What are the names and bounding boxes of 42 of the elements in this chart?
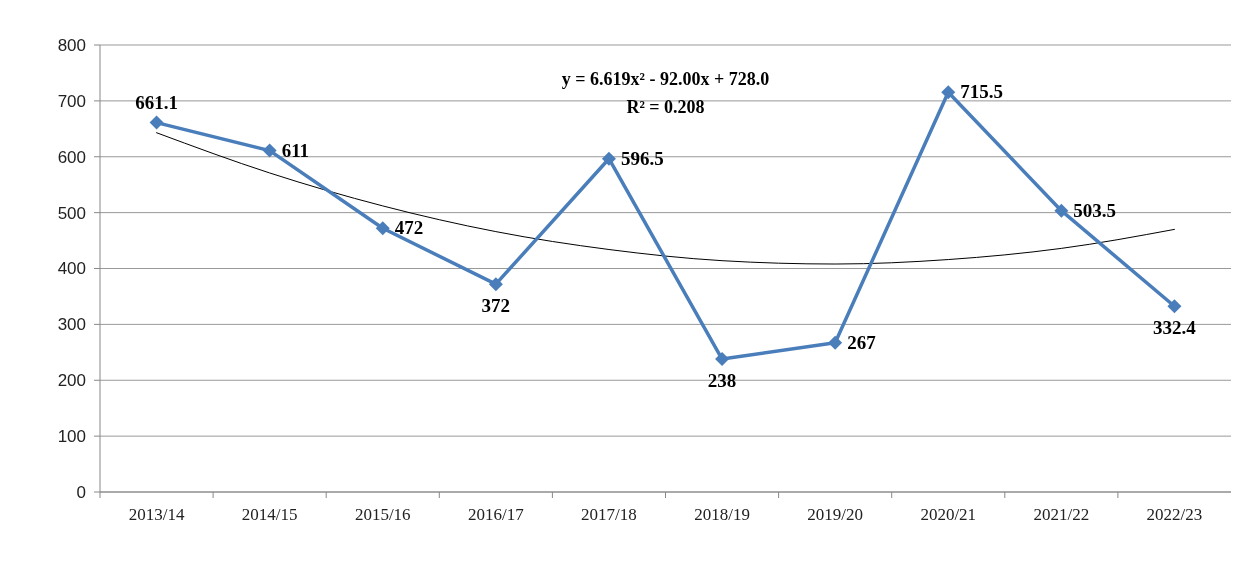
point — [1054, 203, 1069, 218]
point — [828, 335, 843, 350]
annotation: R² = 0.208 — [626, 97, 705, 117]
point — [1167, 299, 1182, 314]
x-tick-label: 2014/15 — [241, 505, 298, 524]
y-tick-label: 700 — [57, 91, 86, 111]
annotation: y = 6.619x² - 92.00x + 728.0 — [561, 69, 770, 89]
data-label: 372 — [481, 295, 511, 317]
x-tick-label: 2020/21 — [920, 505, 977, 524]
point — [715, 352, 730, 367]
y-tick-label: 200 — [57, 371, 86, 391]
x-tick-label: 2015/16 — [354, 505, 411, 524]
x-tick-label: 2016/17 — [467, 505, 525, 524]
y-tick-label: 300 — [57, 315, 86, 335]
x-tick-label: 2017/18 — [581, 505, 637, 524]
data-label: 715.5 — [960, 81, 1003, 103]
data-label: 472 — [394, 217, 424, 239]
data-label: 267 — [847, 331, 877, 353]
x-tick-label: 2018/19 — [694, 505, 750, 524]
data-label: 332.4 — [1153, 317, 1197, 339]
point — [488, 277, 503, 292]
line-series — [156, 132, 1175, 265]
point — [375, 221, 390, 236]
point — [941, 85, 956, 100]
point — [149, 115, 164, 130]
y-tick-label: 0 — [76, 482, 86, 502]
y-tick-label: 500 — [57, 203, 86, 223]
data-label: 611 — [281, 139, 310, 161]
y-tick-label: 600 — [57, 147, 86, 167]
point — [262, 143, 277, 158]
data-label: 238 — [707, 370, 737, 392]
y-tick-label: 400 — [57, 259, 86, 279]
x-tick-label: 2022/23 — [1146, 505, 1203, 524]
x-tick-label: 2021/22 — [1033, 505, 1090, 524]
x-tick-label: 2019/20 — [807, 505, 864, 524]
data-label: 503.5 — [1073, 199, 1117, 221]
data-label: 596.5 — [620, 147, 664, 169]
x-tick-label: 2013/14 — [128, 505, 185, 524]
data-label: 661.1 — [135, 91, 178, 113]
y-tick-label: 800 — [57, 35, 86, 55]
y-tick-label: 100 — [57, 427, 86, 447]
point — [601, 151, 616, 166]
